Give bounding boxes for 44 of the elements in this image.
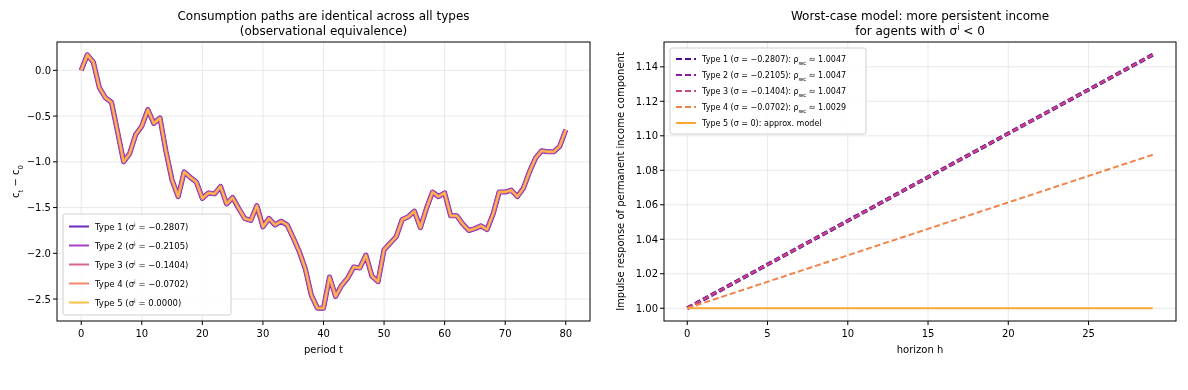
chart-title: Worst-case model: more persistent income for agents with σ$^{i}$ < 0: [790, 9, 1050, 38]
x-tick-label: 70: [498, 328, 512, 339]
chart-title: Consumption paths are identical across all types (observational equivalence): [177, 9, 470, 38]
y-tick-label: 1.00: [635, 302, 658, 314]
y-tick-label: −0.5: [26, 110, 51, 122]
legend-label: Type 4 (σ = −0.0702): ρ$_{wc}$ ≈ 1.0029: [701, 103, 847, 114]
y-tick-label: −1.0: [26, 156, 51, 168]
y-tick-label: 0.0: [35, 64, 51, 76]
y-tick-label: 1.04: [635, 233, 658, 245]
x-tick-label: 40: [317, 328, 330, 339]
y-axis-title: Impulse response of permanent income component: [615, 52, 626, 311]
x-tick-label: 15: [921, 328, 935, 339]
x-tick-label: 10: [135, 328, 149, 339]
y-tick-label: 1.02: [635, 268, 658, 280]
y-tick-label: 1.10: [635, 130, 658, 142]
legend-label: Type 1 (σ$^{i}$ = −0.2807): [94, 220, 189, 232]
y-tick-label: 1.14: [635, 61, 658, 73]
y-tick-label: −1.5: [26, 202, 51, 214]
legend-label: Type 3 (σ = −0.1404): ρ$_{wc}$ ≈ 1.0047: [701, 87, 847, 98]
x-tick-label: 80: [559, 328, 573, 339]
legend-label: Type 5 (σ$^{i}$ = 0.0000): [94, 296, 182, 308]
x-tick-label: 20: [1001, 328, 1015, 339]
y-tick-label: −2.0: [26, 247, 51, 259]
legend-label: Type 1 (σ = −0.2807): ρ$_{wc}$ ≈ 1.0047: [701, 55, 847, 66]
x-axis-title: period t: [304, 344, 344, 355]
legend-label: Type 4 (σ$^{i}$ = −0.0702): [94, 277, 189, 289]
legend-label: Type 2 (σ$^{i}$ = −0.2105): [94, 239, 189, 251]
legend-label: Type 3 (σ$^{i}$ = −0.1404): [94, 258, 189, 270]
x-tick-label: 0: [78, 328, 85, 339]
x-axis-title: horizon h: [896, 344, 944, 355]
x-tick-label: 25: [1082, 328, 1095, 339]
legend-label: Type 2 (σ = −0.2105): ρ$_{wc}$ ≈ 1.0047: [701, 71, 847, 82]
x-tick-label: 10: [841, 328, 855, 339]
x-tick-label: 30: [256, 328, 270, 339]
y-tick-label: 1.12: [635, 95, 658, 107]
x-tick-label: 5: [764, 328, 771, 339]
x-tick-label: 60: [438, 328, 451, 339]
legend-label: Type 5 (σ = 0): approx. model: [701, 119, 822, 128]
y-tick-label: 1.06: [635, 199, 658, 211]
y-tick-label: 1.08: [635, 164, 658, 176]
x-tick-label: 20: [196, 328, 209, 339]
y-tick-label: −2.5: [26, 293, 51, 305]
x-tick-label: 50: [377, 328, 391, 339]
x-tick-label: 0: [684, 328, 691, 339]
